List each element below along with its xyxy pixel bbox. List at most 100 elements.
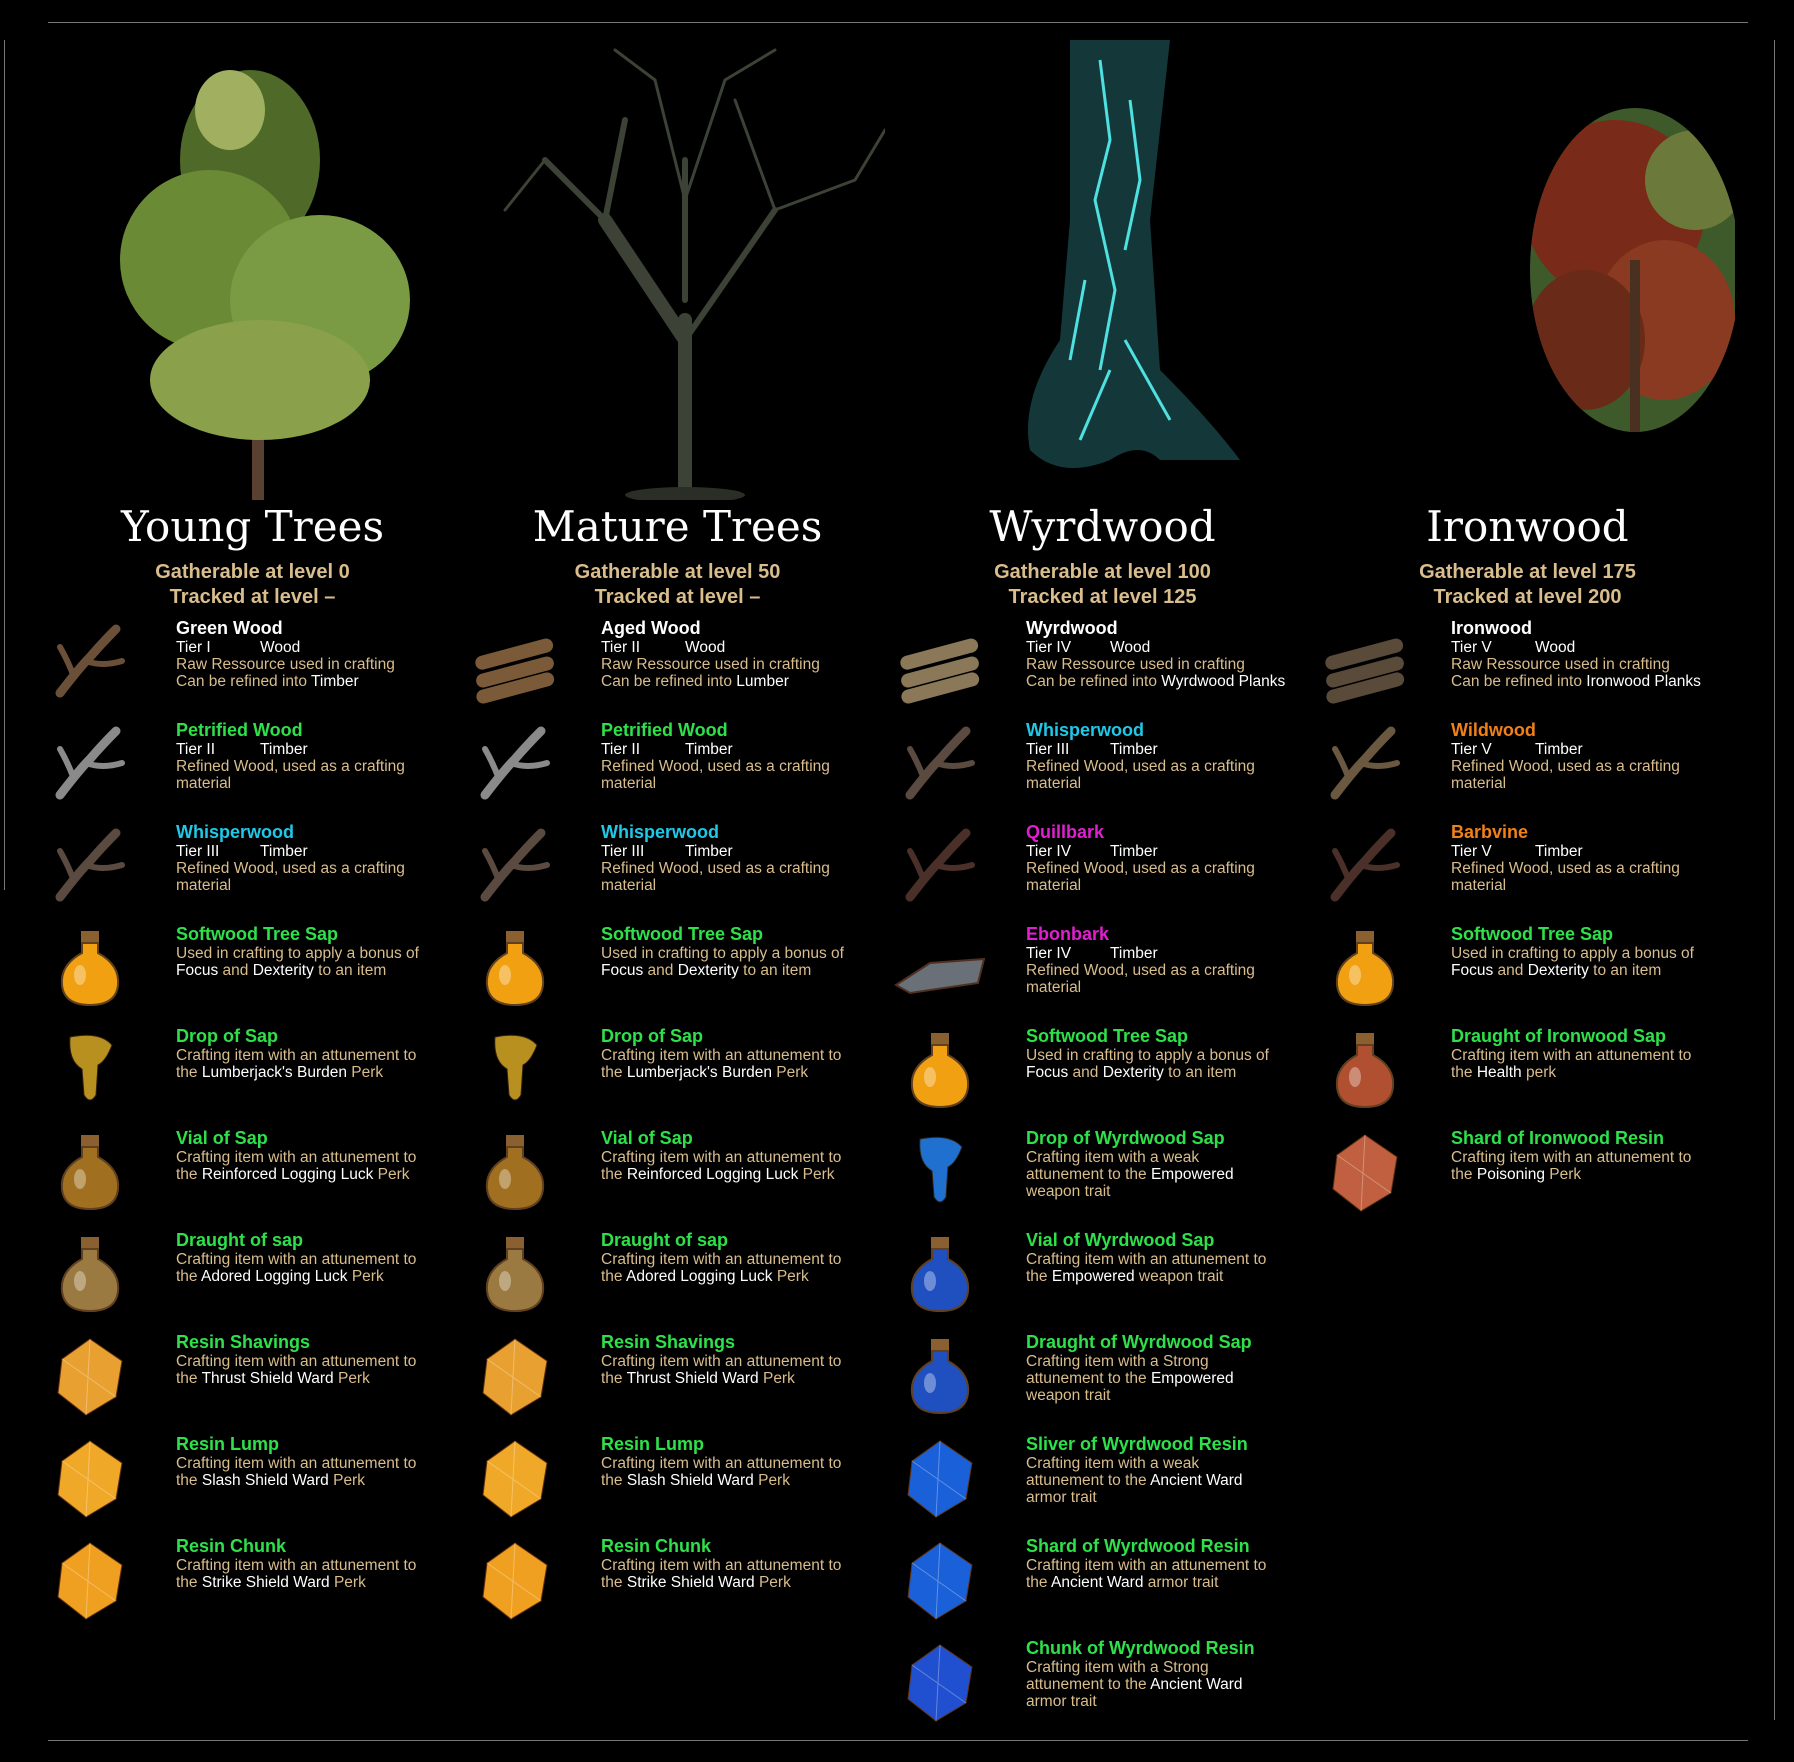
resource-info: Aged Wood Tier II Wood Raw Ressource used i…	[601, 617, 891, 690]
desc-text: to an item	[738, 962, 812, 979]
desc-text: the	[1451, 1064, 1477, 1081]
resource-desc-line1: Used in crafting to apply a bonus of	[1026, 1047, 1269, 1064]
desc-text: Perk	[373, 1166, 410, 1183]
resource-type: Timber	[260, 741, 308, 758]
resource-desc-line2: Can be refined into Ironwood Planks	[1451, 673, 1741, 690]
resource-desc-line2: the Lumberjack's Burden Perk	[176, 1064, 466, 1081]
resource-info: Resin Chunk Crafting item with an attunem…	[176, 1535, 466, 1591]
desc-highlight: Slash Shield Ward	[201, 1472, 329, 1489]
desc-highlight: Timber	[311, 673, 359, 690]
resource-type: Wood	[260, 639, 301, 656]
resource-type: Timber	[260, 843, 308, 860]
desc-text: material	[1451, 877, 1507, 894]
resource-info: Whisperwood Tier III Timber Refined Wood, u…	[601, 821, 891, 894]
desc-highlight: Empowered	[1150, 1370, 1234, 1387]
desc-text: the	[601, 1268, 626, 1285]
resource-info: Draught of Ironwood Sap Crafting item wit…	[1451, 1025, 1741, 1081]
desc-highlight: Dexterity	[1527, 962, 1589, 979]
petrified-wood-icon	[465, 719, 565, 807]
resource-info: Drop of Sap Crafting item with an attunem…	[176, 1025, 466, 1081]
tracked-level: Tracked at level 200	[1433, 586, 1622, 608]
resource-desc-line1: Crafting item with an attunement to	[176, 1557, 417, 1574]
resource-name: Shard of Wyrdwood Resin	[1026, 1536, 1250, 1556]
resource-name: Wyrdwood	[1026, 618, 1118, 638]
resource-info: Vial of Sap Crafting item with an attunem…	[601, 1127, 891, 1183]
resource-desc-line2: the Thrust Shield Ward Perk	[601, 1370, 891, 1387]
resource-info: Shard of Wyrdwood Resin Crafting item wit…	[1026, 1535, 1316, 1591]
resource-desc-line1: Crafting item with an attunement to	[601, 1455, 842, 1472]
desc-text: the	[1026, 1574, 1051, 1591]
resource-info: Resin Lump Crafting item with an attuneme…	[176, 1433, 466, 1489]
resource-desc-line2: the Strike Shield Ward Perk	[176, 1574, 466, 1591]
resource-info: Draught of sap Crafting item with an attu…	[176, 1229, 466, 1285]
desc-text: material	[176, 877, 232, 894]
desc-text: and	[218, 962, 253, 979]
desc-text: the	[601, 1370, 627, 1387]
desc-highlight: Reinforced Logging Luck	[626, 1166, 799, 1183]
resource-desc-line2: the Slash Shield Ward Perk	[601, 1472, 891, 1489]
tracked-level: Tracked at level –	[594, 586, 761, 608]
ironwood-resin-shard-icon	[1315, 1127, 1415, 1215]
sap-draught-icon	[40, 1229, 140, 1317]
resource-name: Sliver of Wyrdwood Resin	[1026, 1434, 1248, 1454]
desc-text: Can be refined into	[176, 673, 312, 690]
sap-flask-icon	[465, 923, 565, 1011]
right-border	[1774, 40, 1775, 1720]
resource-tier: Tier II Wood	[601, 639, 891, 656]
desc-highlight: Focus	[601, 962, 644, 979]
desc-highlight: Wyrdwood Planks	[1161, 673, 1286, 690]
resource-desc-line2: Focus and Dexterity to an item	[1026, 1064, 1316, 1081]
desc-text: Can be refined into	[601, 673, 737, 690]
resource-info: Ebonbark Tier IV Timber Refined Wood, used …	[1026, 923, 1316, 996]
wyrd-resin-sliver-icon	[890, 1433, 990, 1521]
resource-desc-line1: Refined Wood, used as a crafting	[601, 860, 830, 877]
desc-text: Perk	[754, 1574, 791, 1591]
sap-flask-icon	[1315, 923, 1415, 1011]
resource-desc-line1: Crafting item with an attunement to	[1451, 1047, 1692, 1064]
resource-desc-line2: Can be refined into Lumber	[601, 673, 891, 690]
resource-name: Resin Shavings	[601, 1332, 736, 1352]
resource-type: Timber	[1110, 945, 1158, 962]
resource-name: Draught of sap	[176, 1230, 304, 1250]
resource-name: Petrified Wood	[601, 720, 728, 740]
gatherable-level: Gatherable at level 175	[1419, 561, 1636, 583]
resource-desc-line1: Crafting item with a weak	[1026, 1455, 1200, 1472]
desc-text: material	[601, 877, 657, 894]
resource-info: Green Wood Tier I Wood Raw Ressource used i…	[176, 617, 466, 690]
resource-info: Ironwood Tier V Wood Raw Ressource used in …	[1451, 617, 1741, 690]
resource-desc-line1: Crafting item with an attunement to	[176, 1149, 417, 1166]
desc-text: the	[601, 1166, 627, 1183]
desc-highlight: Strike Shield Ward	[626, 1574, 755, 1591]
desc-highlight: Poisoning	[1476, 1166, 1545, 1183]
tree-title: Mature Trees	[532, 502, 823, 551]
tier-label: Tier III	[1026, 741, 1070, 758]
desc-text: the	[1451, 1166, 1477, 1183]
tree-levels: Gatherable at level 175 Tracked at level…	[1315, 560, 1740, 610]
tree-title: Ironwood	[1426, 502, 1629, 551]
desc-text: material	[176, 775, 232, 792]
resource-desc-line1: Crafting item with an attunement to	[1026, 1251, 1267, 1268]
resin-chunk-icon	[40, 1535, 140, 1623]
resource-desc-line1: Refined Wood, used as a crafting	[601, 758, 830, 775]
resource-tier: Tier III Timber	[176, 843, 466, 860]
resin-lump-icon	[465, 1433, 565, 1521]
petrified-wood-icon	[40, 719, 140, 807]
desc-text: to an item	[1163, 1064, 1237, 1081]
desc-highlight: Focus	[1451, 962, 1494, 979]
resource-desc-line2: the Health perk	[1451, 1064, 1741, 1081]
resource-desc-line1: Used in crafting to apply a bonus of	[1451, 945, 1694, 962]
resource-desc-line2: material	[601, 775, 891, 792]
wyrd-resin-chunk-icon	[890, 1637, 990, 1725]
desc-highlight: Lumberjack's Burden	[626, 1064, 772, 1081]
resource-name: Ironwood	[1451, 618, 1532, 638]
resin-shavings-icon	[40, 1331, 140, 1419]
resin-lump-icon	[40, 1433, 140, 1521]
desc-text: attunement to the	[1026, 1472, 1151, 1489]
desc-text: Perk	[753, 1472, 790, 1489]
sap-vial-icon	[465, 1127, 565, 1215]
desc-text: the	[601, 1064, 627, 1081]
tier-label: Tier II	[601, 741, 641, 758]
resource-desc-line1: Used in crafting to apply a bonus of	[176, 945, 419, 962]
tier-label: Tier II	[601, 639, 641, 656]
resource-desc-line2: the Poisoning Perk	[1451, 1166, 1741, 1183]
